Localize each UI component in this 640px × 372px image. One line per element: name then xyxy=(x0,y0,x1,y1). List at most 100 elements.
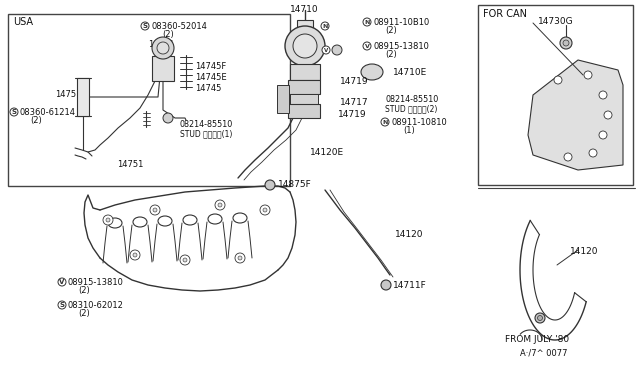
Circle shape xyxy=(103,215,113,225)
Circle shape xyxy=(263,208,267,212)
Circle shape xyxy=(163,113,173,123)
Text: (2): (2) xyxy=(78,309,90,318)
Ellipse shape xyxy=(208,214,222,224)
Text: 08214-85510: 08214-85510 xyxy=(180,120,233,129)
Text: 14730G: 14730G xyxy=(538,17,573,26)
Circle shape xyxy=(130,250,140,260)
Text: STUD スタッド(1): STUD スタッド(1) xyxy=(180,129,232,138)
Circle shape xyxy=(322,46,330,54)
Text: FROM JULY '80: FROM JULY '80 xyxy=(505,335,569,344)
Circle shape xyxy=(153,208,157,212)
Circle shape xyxy=(564,153,572,161)
Text: 14710: 14710 xyxy=(290,5,319,14)
Bar xyxy=(277,85,289,113)
Circle shape xyxy=(106,218,110,222)
Text: S: S xyxy=(12,109,17,115)
Text: 14751M: 14751M xyxy=(55,90,88,99)
Text: V: V xyxy=(60,279,65,285)
Text: STUD スタッド(2): STUD スタッド(2) xyxy=(385,104,437,113)
Circle shape xyxy=(215,200,225,210)
Circle shape xyxy=(381,118,389,126)
Bar xyxy=(290,94,318,104)
Text: V: V xyxy=(324,48,328,52)
Circle shape xyxy=(599,131,607,139)
Circle shape xyxy=(538,315,543,321)
Text: N: N xyxy=(323,23,328,29)
Text: (2): (2) xyxy=(162,30,173,39)
Ellipse shape xyxy=(183,215,197,225)
Text: N: N xyxy=(364,19,370,25)
Bar xyxy=(478,5,633,185)
Bar xyxy=(297,20,313,30)
Circle shape xyxy=(363,42,371,50)
Bar xyxy=(8,14,290,186)
Circle shape xyxy=(584,71,592,79)
Text: 08360-61214: 08360-61214 xyxy=(20,108,76,117)
Text: N: N xyxy=(382,119,388,125)
Ellipse shape xyxy=(133,217,147,227)
Circle shape xyxy=(363,18,371,26)
Text: 08360-52014: 08360-52014 xyxy=(151,22,207,31)
Text: 14745F: 14745F xyxy=(195,62,227,71)
Circle shape xyxy=(218,203,222,207)
Text: (1): (1) xyxy=(403,126,415,135)
Text: S: S xyxy=(60,302,65,308)
Circle shape xyxy=(260,205,270,215)
Text: S: S xyxy=(143,23,147,29)
Circle shape xyxy=(180,255,190,265)
Text: 14745: 14745 xyxy=(195,84,221,93)
Text: 14741: 14741 xyxy=(148,40,174,49)
Text: 14751: 14751 xyxy=(117,160,143,169)
Text: A·/7^ 0077: A·/7^ 0077 xyxy=(520,348,568,357)
Text: (2): (2) xyxy=(385,26,397,35)
Circle shape xyxy=(58,278,66,286)
Circle shape xyxy=(157,42,169,54)
Circle shape xyxy=(235,253,245,263)
Circle shape xyxy=(265,180,275,190)
Bar xyxy=(77,78,89,116)
Text: FOR CAN: FOR CAN xyxy=(483,9,527,19)
Circle shape xyxy=(332,45,342,55)
Ellipse shape xyxy=(158,216,172,226)
Text: USA: USA xyxy=(13,17,33,27)
Text: 14719: 14719 xyxy=(338,110,367,119)
Text: 08911-10B10: 08911-10B10 xyxy=(373,18,429,27)
Circle shape xyxy=(238,256,242,260)
Text: 14875F: 14875F xyxy=(278,180,312,189)
Ellipse shape xyxy=(233,213,247,223)
Text: 08214-85510: 08214-85510 xyxy=(385,95,438,104)
Circle shape xyxy=(321,22,329,30)
Text: 14120: 14120 xyxy=(395,230,424,239)
Bar xyxy=(290,64,320,80)
Bar xyxy=(152,56,174,81)
Circle shape xyxy=(141,22,149,30)
Circle shape xyxy=(183,258,187,262)
Text: 14719: 14719 xyxy=(340,77,369,86)
Circle shape xyxy=(152,37,174,59)
Text: 08915-13810: 08915-13810 xyxy=(373,42,429,51)
Circle shape xyxy=(150,205,160,215)
Text: (2): (2) xyxy=(78,286,90,295)
Text: 08915-13810: 08915-13810 xyxy=(68,278,124,287)
Text: 14745E: 14745E xyxy=(195,73,227,82)
Polygon shape xyxy=(528,60,623,170)
Text: V: V xyxy=(365,44,369,48)
Text: 14711F: 14711F xyxy=(393,281,427,290)
Circle shape xyxy=(535,313,545,323)
Bar xyxy=(288,80,320,94)
Text: 08911-10810: 08911-10810 xyxy=(391,118,447,127)
Bar xyxy=(288,104,320,118)
Text: 14120E: 14120E xyxy=(310,148,344,157)
Text: (2): (2) xyxy=(385,50,397,59)
Text: (2): (2) xyxy=(30,116,42,125)
Circle shape xyxy=(133,253,137,257)
Circle shape xyxy=(285,26,325,66)
Circle shape xyxy=(381,280,391,290)
Text: 14120: 14120 xyxy=(570,247,598,256)
Circle shape xyxy=(10,108,18,116)
Text: 14710E: 14710E xyxy=(393,68,428,77)
Ellipse shape xyxy=(361,64,383,80)
Circle shape xyxy=(293,34,317,58)
Circle shape xyxy=(560,37,572,49)
Text: 08310-62012: 08310-62012 xyxy=(68,301,124,310)
